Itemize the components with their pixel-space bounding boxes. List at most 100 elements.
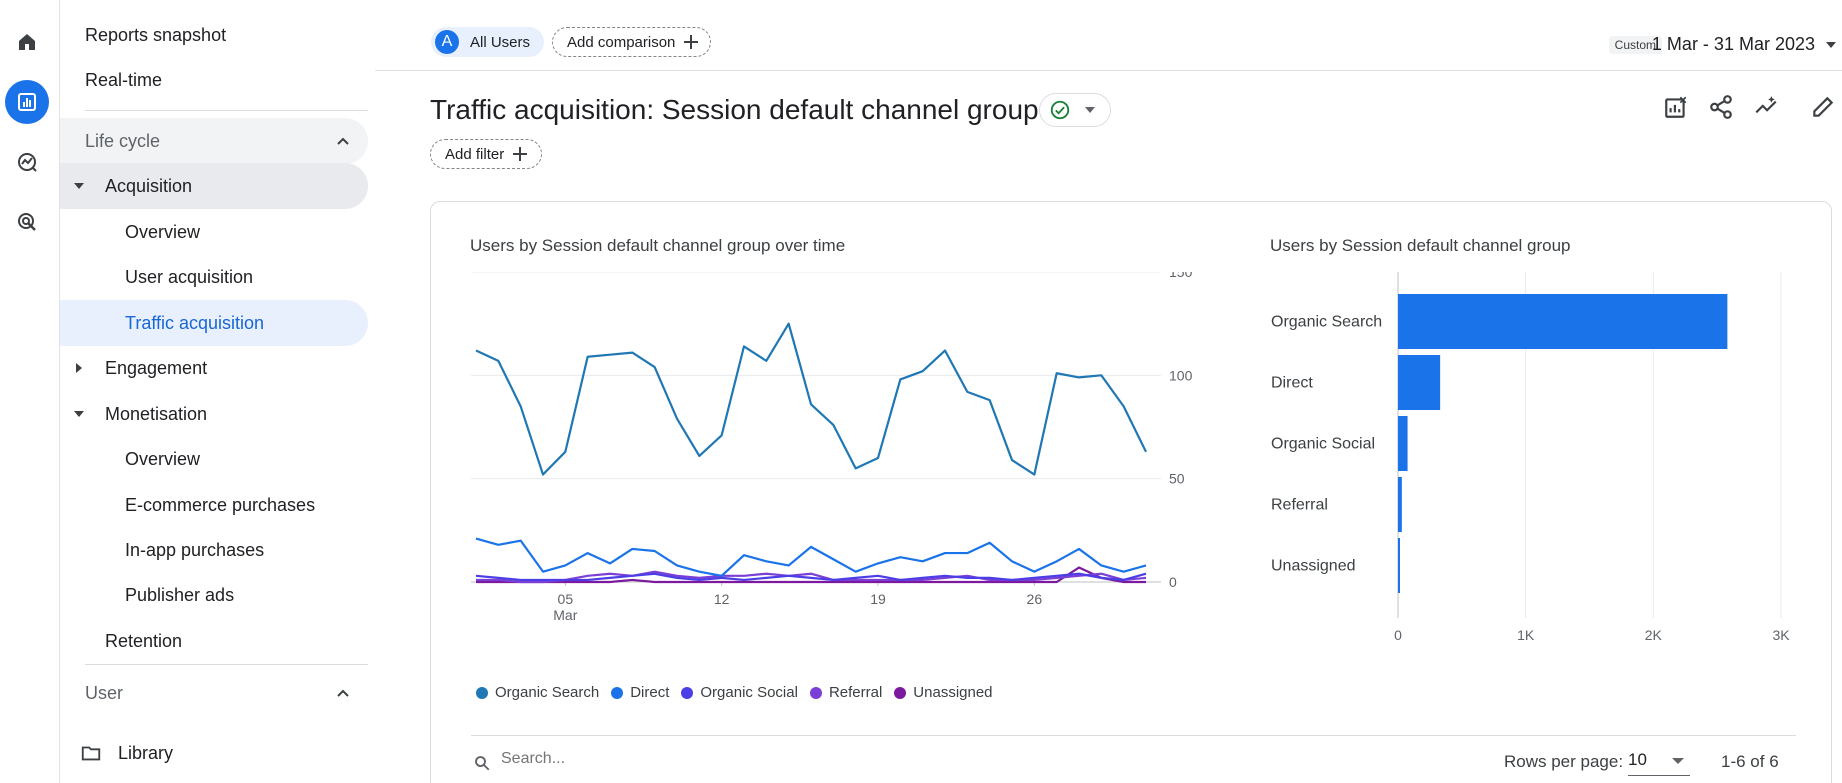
legend-item[interactable]: Organic Search — [476, 684, 599, 701]
nav-acquisition[interactable]: Acquisition — [60, 163, 368, 209]
caret-down-icon[interactable] — [1826, 42, 1836, 48]
add-comparison-button[interactable]: Add comparison — [552, 27, 712, 57]
legend-label: Organic Search — [495, 684, 600, 701]
series-line — [475, 572, 1147, 582]
check-circle-icon — [1050, 100, 1070, 120]
nav-section-user[interactable]: User — [60, 670, 368, 716]
x-tick-label: 3K — [1772, 627, 1790, 643]
caret-down-icon — [74, 183, 84, 189]
search-icon — [475, 756, 490, 771]
series-line — [476, 566, 1146, 584]
nav-monetisation[interactable]: Monetisation — [60, 391, 207, 437]
advertising-icon[interactable] — [5, 200, 49, 244]
category-label: Organic Search — [1271, 314, 1382, 331]
series-line — [475, 537, 1147, 577]
nav-retention[interactable]: Retention — [60, 618, 182, 664]
report-navigation: Reports snapshot Real-time Life cycle Ac… — [60, 0, 375, 783]
series-line — [475, 322, 1147, 476]
nav-ecommerce-purchases[interactable]: E-commerce purchases — [60, 482, 315, 528]
bar[interactable] — [1398, 477, 1402, 532]
table-toolbar: Rows per page: 10 1-6 of 6 — [471, 735, 1796, 783]
nav-engagement[interactable]: Engagement — [60, 345, 207, 391]
home-icon[interactable] — [5, 20, 49, 64]
legend-label: Unassigned — [913, 684, 993, 701]
nav-label: Overview — [125, 448, 201, 469]
folder-icon — [81, 746, 101, 761]
search-input[interactable] — [501, 750, 801, 768]
legend-item[interactable]: Direct — [611, 684, 669, 701]
data-quality-status-button[interactable] — [1039, 93, 1111, 127]
nav-traffic-acquisition[interactable]: Traffic acquisition — [60, 300, 368, 346]
caret-right-icon — [76, 363, 82, 373]
report-card: Users by Session default channel group o… — [430, 201, 1832, 783]
legend-swatch — [476, 686, 488, 699]
x-tick-label: 26 — [1027, 591, 1043, 607]
reports-icon[interactable] — [5, 80, 49, 124]
x-tick-label: 2K — [1645, 627, 1663, 643]
nav-divider — [85, 664, 368, 665]
nav-label: Engagement — [105, 357, 208, 378]
legend-label: Referral — [828, 684, 883, 701]
legend-item[interactable]: Unassigned — [894, 684, 993, 701]
legend-swatch — [809, 686, 822, 699]
nav-section-life-cycle[interactable]: Life cycle — [60, 118, 368, 164]
edit-icon[interactable] — [1808, 92, 1838, 122]
avatar: A — [435, 30, 459, 54]
category-label: Direct — [1271, 375, 1313, 392]
x-tick-sublabel: Mar — [553, 607, 577, 623]
nav-label: User — [85, 682, 124, 703]
x-tick-label: 05 — [558, 591, 574, 607]
add-filter-button[interactable]: Add filter — [430, 139, 543, 169]
customize-report-icon[interactable] — [1661, 92, 1691, 122]
y-tick-label: 100 — [1169, 367, 1193, 383]
chevron-up-icon — [337, 689, 349, 697]
nav-label: Traffic acquisition — [125, 312, 265, 333]
rows-per-page-value: 10 — [1628, 750, 1647, 769]
add-filter-label: Add filter — [445, 145, 505, 163]
caret-down-icon — [74, 411, 84, 417]
nav-label: Reports snapshot — [85, 24, 227, 45]
legend-swatch — [894, 686, 907, 699]
x-tick-label: 1K — [1517, 627, 1535, 643]
legend-swatch — [681, 686, 694, 699]
y-tick-label: 0 — [1169, 574, 1177, 590]
nav-user-acquisition[interactable]: User acquisition — [60, 254, 253, 300]
line-chart-title: Users by Session default channel group o… — [470, 236, 846, 255]
pagination-count: 1-6 of 6 — [1721, 752, 1779, 771]
rows-per-page-label: Rows per page: — [1504, 752, 1624, 771]
plus-icon — [513, 147, 528, 161]
bar[interactable] — [1398, 538, 1400, 593]
legend-swatch — [611, 686, 624, 699]
nav-label: Real-time — [85, 69, 163, 90]
nav-monetisation-overview[interactable]: Overview — [60, 436, 200, 482]
legend-item[interactable]: Organic Social — [681, 684, 798, 701]
nav-label: Acquisition — [105, 175, 193, 196]
nav-realtime[interactable]: Real-time — [60, 57, 162, 103]
nav-divider — [85, 110, 368, 111]
date-range-picker[interactable]: 1 Mar - 31 Mar 2023 — [1651, 34, 1815, 54]
nav-library[interactable]: Library — [60, 730, 173, 776]
nav-label: Publisher ads — [125, 584, 235, 605]
icon-rail — [0, 0, 60, 783]
all-users-chip[interactable]: A All Users — [431, 27, 545, 57]
bar[interactable] — [1398, 416, 1408, 471]
nav-label: E-commerce purchases — [125, 494, 316, 515]
chevron-up-icon — [337, 137, 349, 145]
rows-per-page-select[interactable]: 10 — [1628, 748, 1690, 776]
nav-reports-snapshot[interactable]: Reports snapshot — [60, 12, 226, 58]
nav-publisher-ads[interactable]: Publisher ads — [60, 572, 234, 618]
explore-icon[interactable] — [5, 140, 49, 184]
insights-icon[interactable] — [1751, 92, 1781, 122]
nav-label: Library — [118, 742, 174, 763]
nav-inapp-purchases[interactable]: In-app purchases — [60, 527, 264, 573]
legend-item[interactable]: Referral — [809, 684, 883, 701]
nav-label: Monetisation — [105, 403, 208, 424]
bar[interactable] — [1398, 294, 1728, 349]
nav-label: Life cycle — [85, 130, 161, 151]
share-icon[interactable] — [1706, 92, 1736, 122]
y-tick-label: 50 — [1169, 471, 1185, 487]
comparison-bar: A All Users Add comparison Custom 1 Mar … — [375, 0, 1842, 71]
nav-acquisition-overview[interactable]: Overview — [60, 209, 200, 255]
bar[interactable] — [1398, 355, 1441, 410]
